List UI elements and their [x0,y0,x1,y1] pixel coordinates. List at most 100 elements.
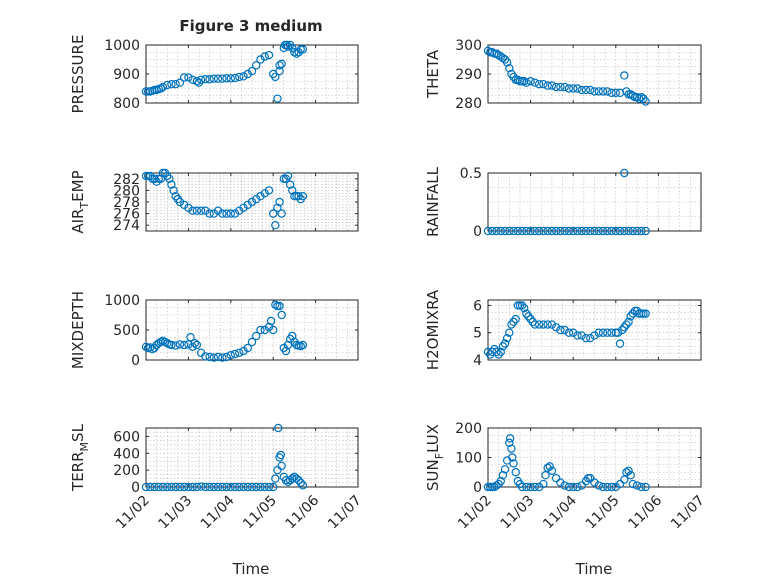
data-point [184,73,193,82]
data-point [283,42,293,51]
data-point [213,352,223,362]
data-point [156,84,166,93]
data-point [226,351,235,360]
data-point [598,328,608,337]
data-point [505,63,514,73]
data-point [641,482,650,492]
data-point [171,482,180,492]
data-point [522,309,531,318]
y-tick-label: 200 [113,463,140,479]
data-point [498,53,508,63]
data-point [607,88,616,98]
data-point [626,471,635,480]
data-point [573,331,582,340]
data-point [560,82,569,92]
data-point [598,226,608,236]
data-point [179,482,189,492]
data-point [165,174,174,183]
data-point [243,69,252,79]
data-point [158,482,168,492]
data-point [598,482,608,492]
y-tick-label: 0 [473,224,482,240]
data-point [628,226,638,236]
y-tick-label: 274 [113,218,140,234]
data-point [607,328,616,337]
y-tick-label: 0 [131,480,140,496]
x-tick-label: 11/07 [668,493,708,533]
data-point [201,352,210,361]
y-axis-label: PRESSURE [69,35,87,114]
y-axis-label: AIRTEMP [69,170,91,233]
data-point [522,226,531,236]
data-point [492,49,501,58]
data-point [273,465,282,475]
y-tick-label: 0.5 [460,166,482,182]
figure-title: Figure 3 medium [179,17,322,35]
data-point [222,352,231,362]
data-point [496,347,505,357]
y-tick-label: 200 [455,421,482,437]
data-point [294,476,303,485]
data-point [641,309,650,318]
data-point [547,226,557,236]
data-point [641,97,650,106]
data-point [492,347,501,357]
data-point [277,461,286,471]
x-tick-label: 11/05 [240,493,280,533]
axes-frame [487,299,702,361]
data-point [276,450,286,460]
data-point [275,61,284,70]
data-point [218,482,227,492]
data-point [607,482,616,492]
data-point [213,74,223,83]
data-point [539,320,548,329]
y-tick-label: 6 [473,298,482,314]
data-point [205,75,214,84]
data-point [556,478,565,487]
data-point [298,191,308,201]
data-point [543,320,552,329]
y-tick-label: 0 [473,480,482,496]
data-point [296,478,305,487]
y-tick-label: 290 [455,67,482,83]
data-point [277,310,286,320]
data-point [611,482,621,492]
data-point [539,79,548,89]
data-point [273,94,282,103]
y-tick-label: 400 [113,446,140,462]
x-tick-label: 11/06 [625,492,665,532]
y-tick-label: 300 [455,38,482,54]
data-point [239,203,248,212]
y-axis-label: SUNFLUX [424,424,446,491]
data-point [569,482,578,492]
data-point [511,314,520,324]
data-point [154,482,163,492]
data-point [620,475,629,484]
data-point [505,434,515,443]
data-point [564,482,574,492]
data-point [179,340,189,350]
data-point [534,79,544,89]
data-point [603,482,612,492]
data-point [226,74,235,83]
data-point [607,226,616,236]
data-point [209,353,219,362]
data-point [508,453,517,462]
data-point [235,72,244,82]
data-point [205,482,214,492]
y-tick-label: 5 [473,326,482,342]
data-point [556,325,565,335]
data-point [184,482,193,492]
data-point [209,74,219,83]
data-point [218,74,227,83]
subplot-pressure: 800 900 1000 PRESSURE [69,35,359,114]
data-point [502,333,512,343]
data-point [235,482,244,492]
data-point [488,226,497,236]
data-point [569,226,578,236]
data-point [615,339,625,348]
data-point [285,180,295,189]
data-point [530,226,540,236]
data-point [551,226,561,236]
data-point [560,481,569,490]
